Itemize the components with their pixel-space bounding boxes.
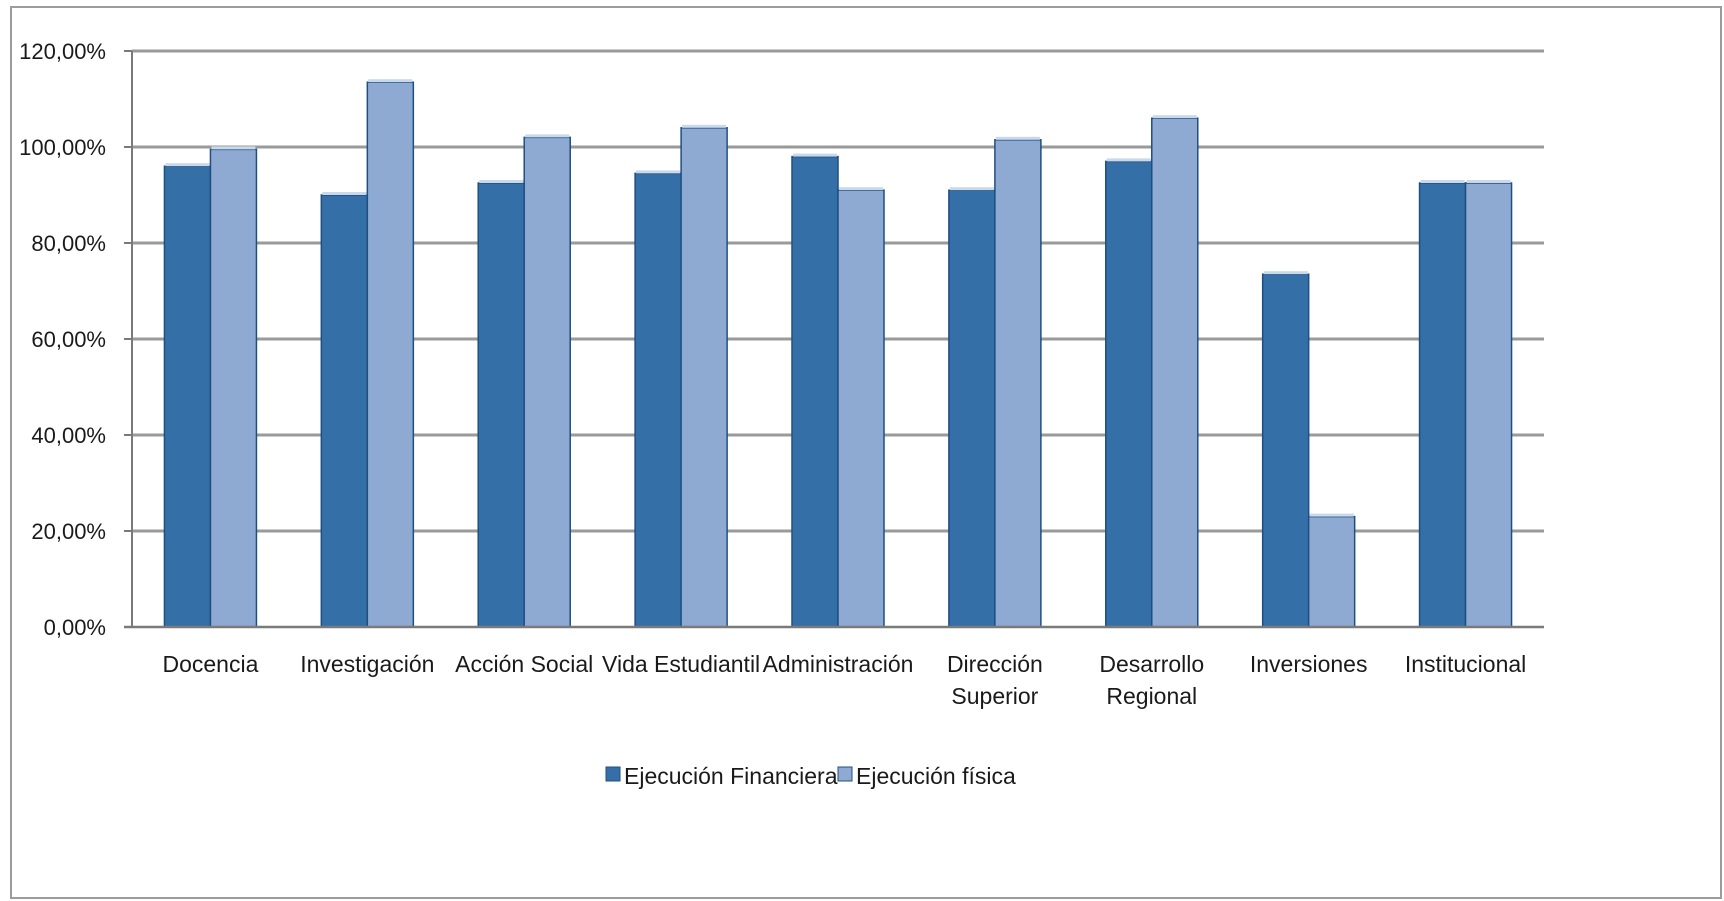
bar-financiera — [634, 172, 682, 628]
bar-top-highlight — [949, 187, 994, 191]
x-category-label: Docencia — [162, 651, 258, 677]
bar-top-highlight — [682, 124, 727, 128]
bar-financiera — [1418, 182, 1467, 628]
bar-chart: 0,00% 20,00% 40,00% 60,00% 80,00% 100,00% 120,… — [19, 39, 1544, 789]
bar-fisica — [523, 136, 571, 628]
x-category-label: Investigación — [300, 651, 434, 677]
bar-financiera — [1105, 160, 1153, 628]
bar-top-highlight — [636, 170, 681, 174]
bar-top-highlight — [1466, 180, 1511, 183]
x-category-label: Desarrollo — [1099, 651, 1204, 677]
y-tick-label: 0,00% — [44, 615, 106, 640]
y-tick-label: 60,00% — [31, 327, 106, 352]
x-category-label: Vida Estudiantil — [602, 651, 760, 677]
y-axis-tick-labels: 0,00% 20,00% 40,00% 60,00% 80,00% 100,00% 120,… — [19, 39, 106, 640]
bar-fisica — [837, 189, 885, 628]
x-category-label: Administración — [763, 651, 914, 677]
bar-top-highlight — [1420, 180, 1465, 183]
x-category-label: Dirección — [947, 651, 1043, 677]
bar-financiera — [791, 155, 839, 628]
y-tick-label: 40,00% — [31, 423, 106, 448]
bar-financiera — [163, 165, 212, 628]
axes — [124, 50, 1544, 629]
chart-frame: 0,00% 20,00% 40,00% 60,00% 80,00% 100,00% 120,… — [10, 6, 1722, 899]
bar-top-highlight — [322, 192, 367, 195]
y-tick-label: 100,00% — [19, 135, 106, 160]
bar-top-highlight — [839, 187, 883, 191]
legend: Ejecución Financiera Ejecución física — [605, 763, 1016, 789]
x-category-label: Inversiones — [1250, 651, 1368, 677]
x-category-label: Institucional — [1405, 651, 1526, 677]
bar-fisica — [680, 127, 728, 628]
bar-financiera — [477, 182, 525, 628]
legend-label: Ejecución Financiera — [624, 763, 838, 789]
bar-top-highlight — [479, 180, 524, 183]
bar-top-highlight — [525, 134, 570, 138]
x-axis-category-labels: Docencia Investigación Acción Social Vida E… — [162, 651, 1526, 709]
bar-top-highlight — [793, 153, 837, 157]
bar-fisica — [209, 148, 258, 628]
bar-financiera — [948, 189, 996, 628]
bar-fisica — [1464, 182, 1513, 628]
bar-top-highlight — [1106, 158, 1151, 162]
bar-top-highlight — [211, 146, 256, 150]
bar-top-highlight — [1152, 115, 1197, 119]
bar-fisica — [1151, 117, 1199, 628]
bar-financiera — [320, 194, 369, 628]
y-tick-label: 80,00% — [31, 231, 106, 256]
bar-fisica — [366, 81, 415, 628]
bar-top-highlight — [165, 163, 210, 167]
x-category-label: Regional — [1106, 683, 1197, 709]
bar-financiera — [1261, 273, 1310, 628]
y-tick-label: 20,00% — [31, 519, 106, 544]
bars — [163, 79, 1513, 628]
bar-top-highlight — [368, 79, 413, 83]
bar-fisica — [994, 139, 1042, 628]
legend-swatch — [837, 766, 853, 782]
bar-fisica — [1307, 515, 1356, 628]
bar-top-highlight — [1309, 513, 1354, 517]
x-category-label: Superior — [951, 683, 1038, 709]
legend-swatch — [605, 766, 621, 782]
bar-top-highlight — [995, 136, 1040, 140]
bar-top-highlight — [1263, 271, 1308, 275]
y-tick-label: 120,00% — [19, 39, 106, 64]
legend-label: Ejecución física — [856, 763, 1016, 789]
x-category-label: Acción Social — [455, 651, 593, 677]
